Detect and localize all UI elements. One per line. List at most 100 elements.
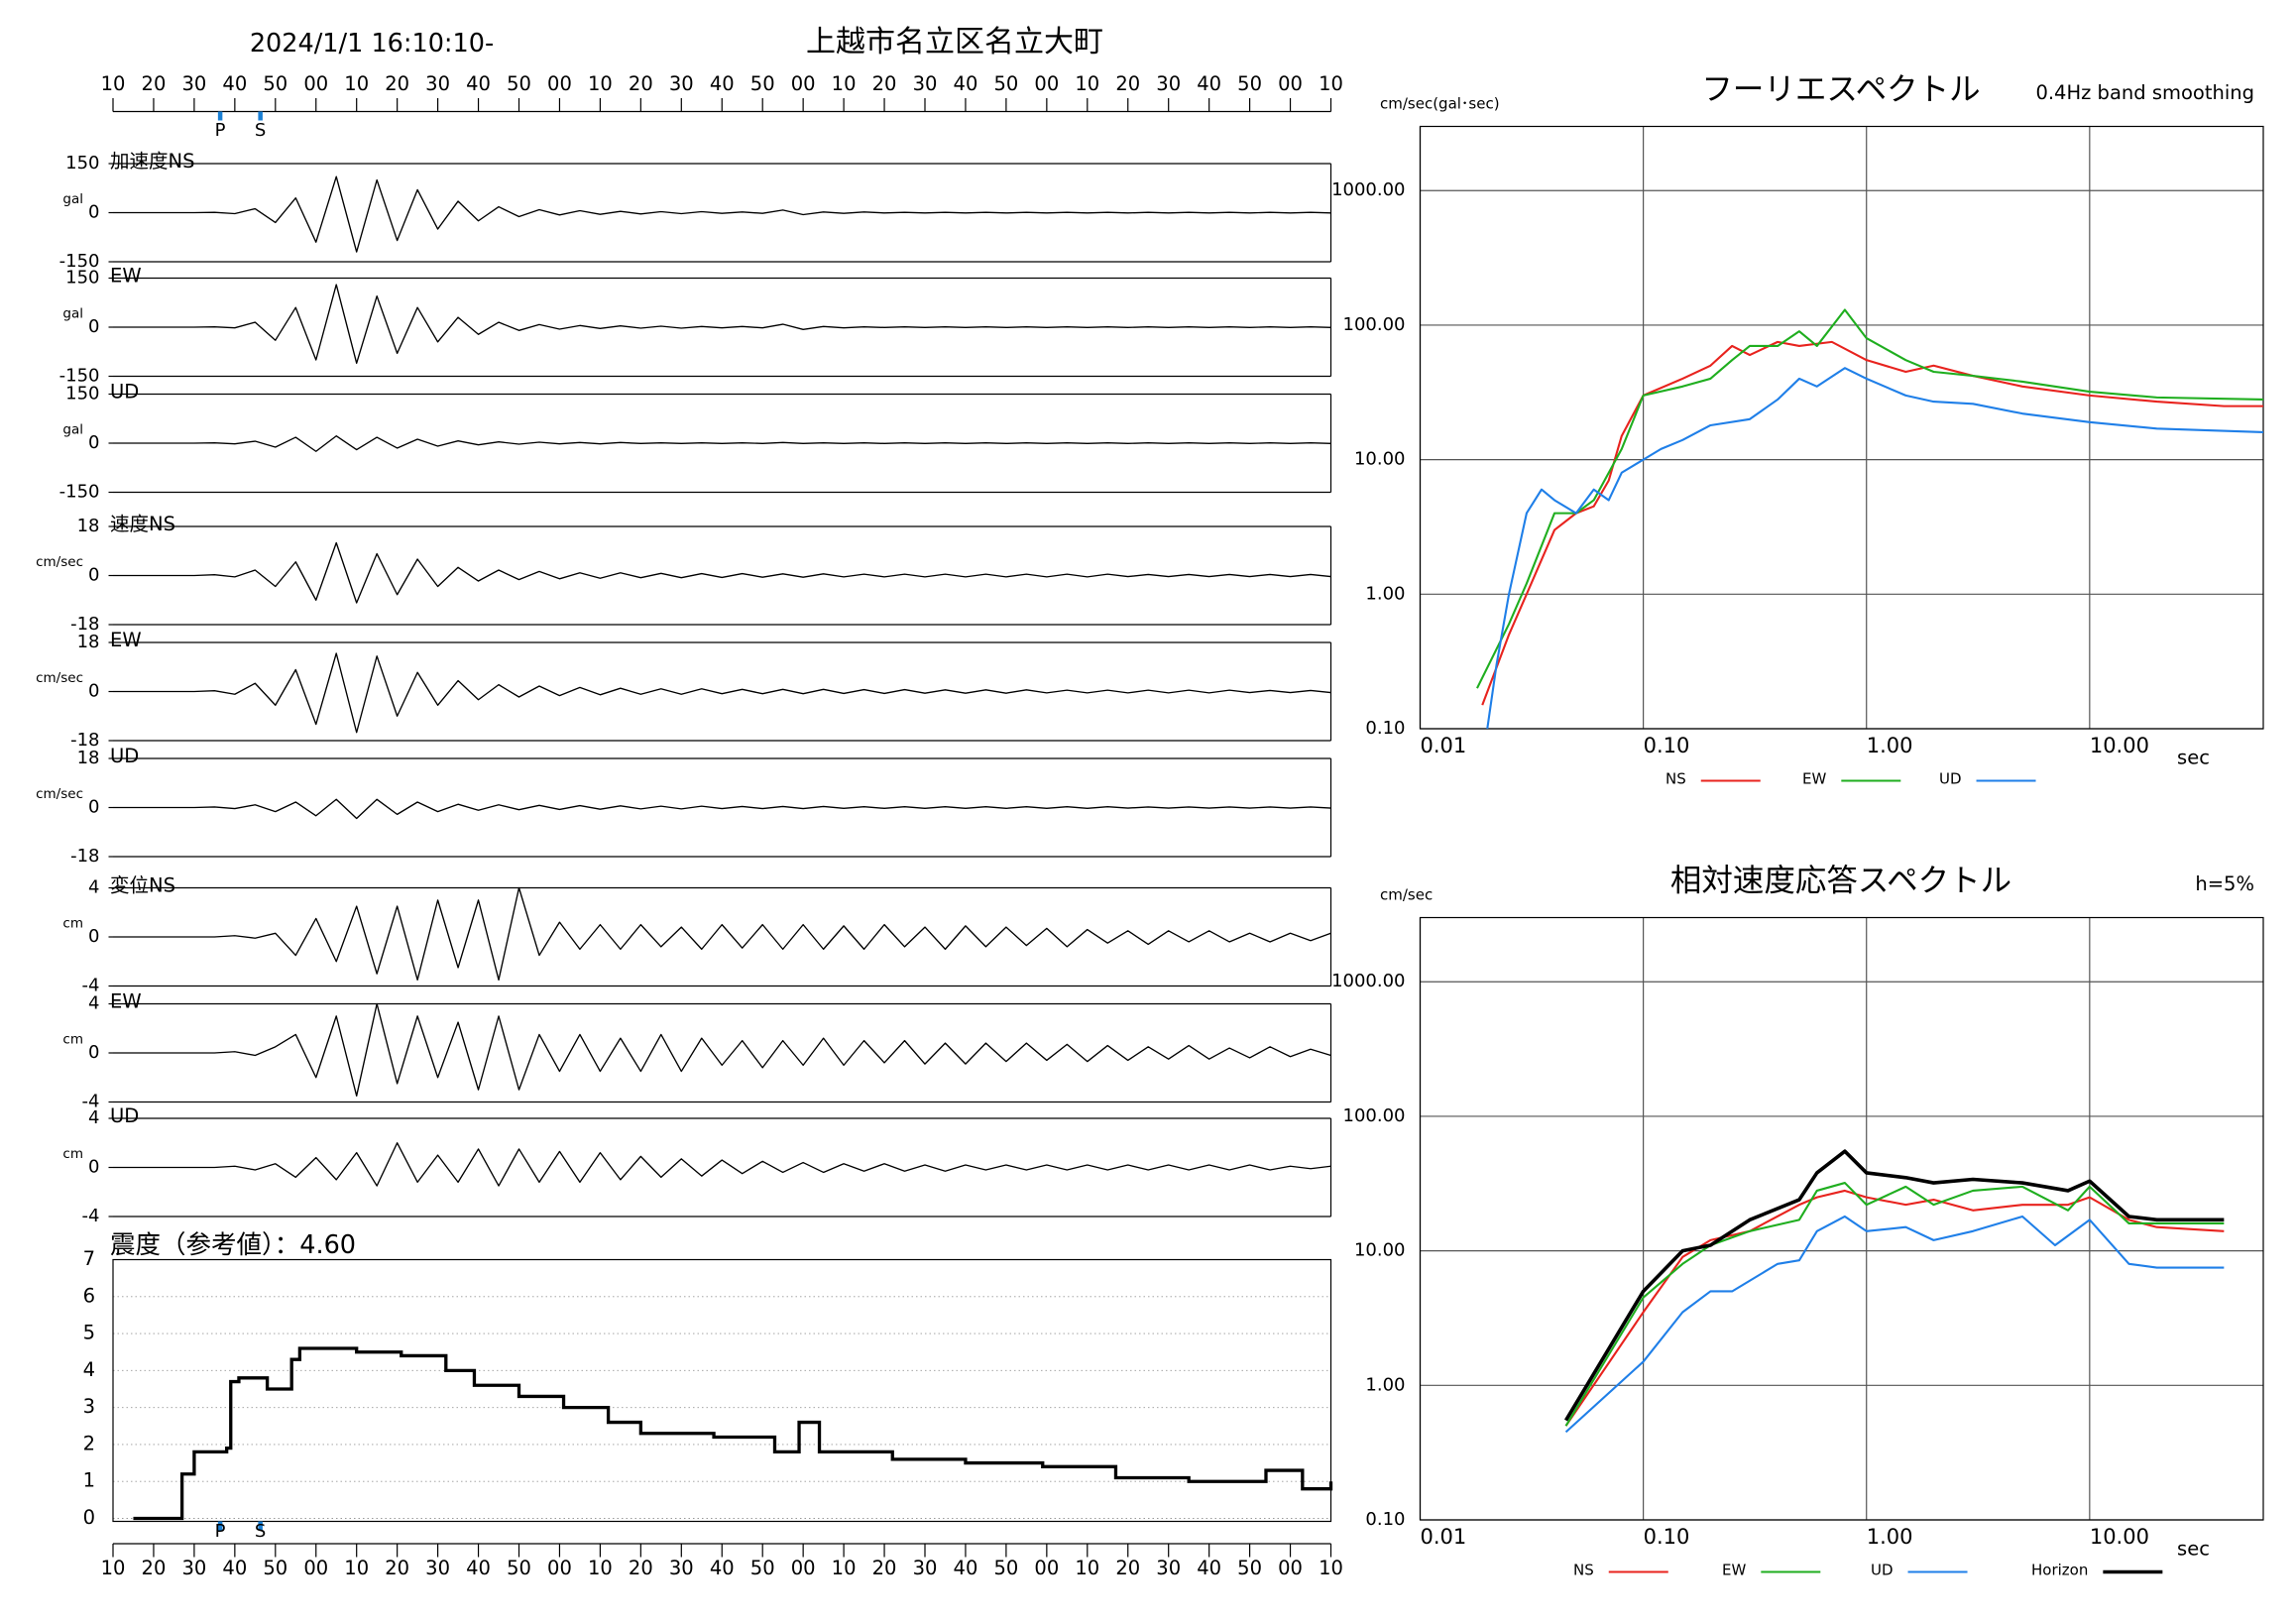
- trace-name: EW: [110, 990, 142, 1013]
- x-tick-label: 20: [629, 1557, 653, 1579]
- y-tick-label: 2: [83, 1432, 95, 1454]
- waveform-line: [113, 652, 1331, 734]
- y-tick-label: -150: [59, 482, 100, 503]
- y-tick-label: -18: [70, 614, 99, 635]
- chart-title: 相対速度応答スペクトル: [1670, 864, 2011, 899]
- x-tick-label: 00: [1278, 72, 1303, 95]
- x-tick-label: 40: [710, 72, 735, 95]
- series-line: [1476, 308, 2264, 689]
- waveform-line: [113, 541, 1331, 604]
- y-tick-label: 0.10: [1365, 718, 1405, 739]
- phase-marker: [258, 111, 263, 121]
- x-tick-label: 0.01: [1421, 1525, 1467, 1549]
- phase-marker: [217, 1521, 223, 1531]
- x-tick-label: 0.01: [1421, 734, 1467, 757]
- x-tick-label: 40: [466, 1557, 491, 1579]
- y-tick-label: 4: [83, 1358, 95, 1381]
- x-tick-label: 1.00: [1867, 1525, 1913, 1549]
- y-tick-label: 7: [83, 1247, 95, 1270]
- x-tick-label: 30: [181, 1557, 206, 1579]
- x-tick-label: 50: [507, 72, 531, 95]
- x-tick-label: 10: [101, 1557, 126, 1579]
- trace-name: 速度NS: [110, 513, 175, 535]
- x-tick-label: 10: [588, 72, 613, 95]
- trace-name: UD: [110, 745, 139, 767]
- chart-title: 震度（参考値）：4.60: [110, 1230, 356, 1260]
- y-tick-label: 18: [77, 748, 100, 768]
- unit-label: cm: [62, 916, 83, 932]
- y-tick-label: 0: [83, 1506, 95, 1529]
- y-tick-label: 6: [83, 1284, 95, 1307]
- x-tick-label: 40: [222, 1557, 247, 1579]
- x-tick-label: 10.00: [2090, 734, 2149, 757]
- y-tick-label: 18: [77, 632, 100, 652]
- x-tick-label: 20: [1115, 72, 1140, 95]
- phase-marker: [258, 1521, 263, 1531]
- y-tick-label: 0: [88, 797, 99, 818]
- waveform-line: [113, 435, 1331, 452]
- y-tick-label: 10.00: [1354, 1240, 1406, 1261]
- y-tick-label: 4: [88, 1107, 99, 1128]
- y-tick-label: 1000.00: [1331, 971, 1405, 991]
- x-tick-label: 50: [993, 1557, 1018, 1579]
- x-tick-label: 40: [954, 1557, 978, 1579]
- y-tick-label: 1: [83, 1469, 95, 1492]
- y-tick-label: 4: [88, 993, 99, 1014]
- waveform-line: [113, 798, 1331, 820]
- y-tick-label: -4: [82, 1092, 100, 1112]
- y-tick-label: -4: [82, 1206, 100, 1226]
- x-tick-label: 00: [791, 1557, 816, 1579]
- x-tick-label: 30: [425, 72, 450, 95]
- trace-name: 加速度NS: [110, 150, 194, 173]
- y-tick-label: 1.00: [1365, 583, 1405, 604]
- x-tick-label: 10.00: [2090, 1525, 2149, 1549]
- plot-frame: [112, 1258, 1332, 1523]
- x-tick-label: 50: [1237, 72, 1262, 95]
- y-tick-label: 4: [88, 877, 99, 898]
- x-tick-label: 40: [954, 72, 978, 95]
- x-tick-label: 00: [547, 1557, 572, 1579]
- x-tick-label: 00: [791, 72, 816, 95]
- y-tick-label: 100.00: [1343, 1105, 1406, 1126]
- x-tick-label: 40: [222, 72, 247, 95]
- x-tick-label: 00: [1034, 72, 1059, 95]
- y-tick-label: 150: [65, 268, 99, 289]
- phase-label: P: [215, 1521, 226, 1542]
- y-tick-label: 0.10: [1365, 1509, 1405, 1530]
- unit-label: gal: [62, 306, 83, 322]
- x-tick-label: 00: [1034, 1557, 1059, 1579]
- x-tick-label: 40: [466, 72, 491, 95]
- legend-label: NS: [1665, 770, 1686, 788]
- y-tick-label: 0: [88, 681, 99, 702]
- plot-frame: [1419, 125, 2264, 730]
- waveform-line: [113, 1142, 1331, 1187]
- plot-frame: [1419, 916, 2264, 1521]
- unit-label: cm/sec: [36, 554, 83, 570]
- x-tick-label: 30: [669, 72, 694, 95]
- y-tick-label: 0: [88, 432, 99, 453]
- x-tick-label: 50: [750, 72, 775, 95]
- waveform-line: [113, 1002, 1331, 1097]
- x-tick-label: 10: [344, 72, 369, 95]
- x-tick-label: 0.10: [1644, 734, 1690, 757]
- y-tick-label: 1.00: [1365, 1374, 1405, 1395]
- x-tick-label: 20: [872, 72, 897, 95]
- x-tick-label: 30: [913, 72, 938, 95]
- waveform-line: [113, 886, 1331, 981]
- x-tick-label: 00: [303, 1557, 328, 1579]
- unit-label: cm: [62, 1146, 83, 1162]
- series-line: [1486, 367, 2264, 730]
- y-tick-label: -150: [59, 251, 100, 272]
- legend-label: UD: [1871, 1562, 1894, 1579]
- x-tick-label: 20: [872, 1557, 897, 1579]
- x-tick-label: 50: [507, 1557, 531, 1579]
- y-tick-label: 100.00: [1343, 314, 1406, 335]
- x-tick-label: 20: [1115, 1557, 1140, 1579]
- y-tick-label: 18: [77, 516, 100, 536]
- y-axis-label: cm/sec: [1380, 886, 1433, 904]
- y-axis-label: cm/sec(gal･sec): [1380, 95, 1500, 113]
- y-tick-label: 1000.00: [1331, 179, 1405, 200]
- x-tick-label: 40: [1197, 1557, 1221, 1579]
- x-tick-label: 10: [101, 72, 126, 95]
